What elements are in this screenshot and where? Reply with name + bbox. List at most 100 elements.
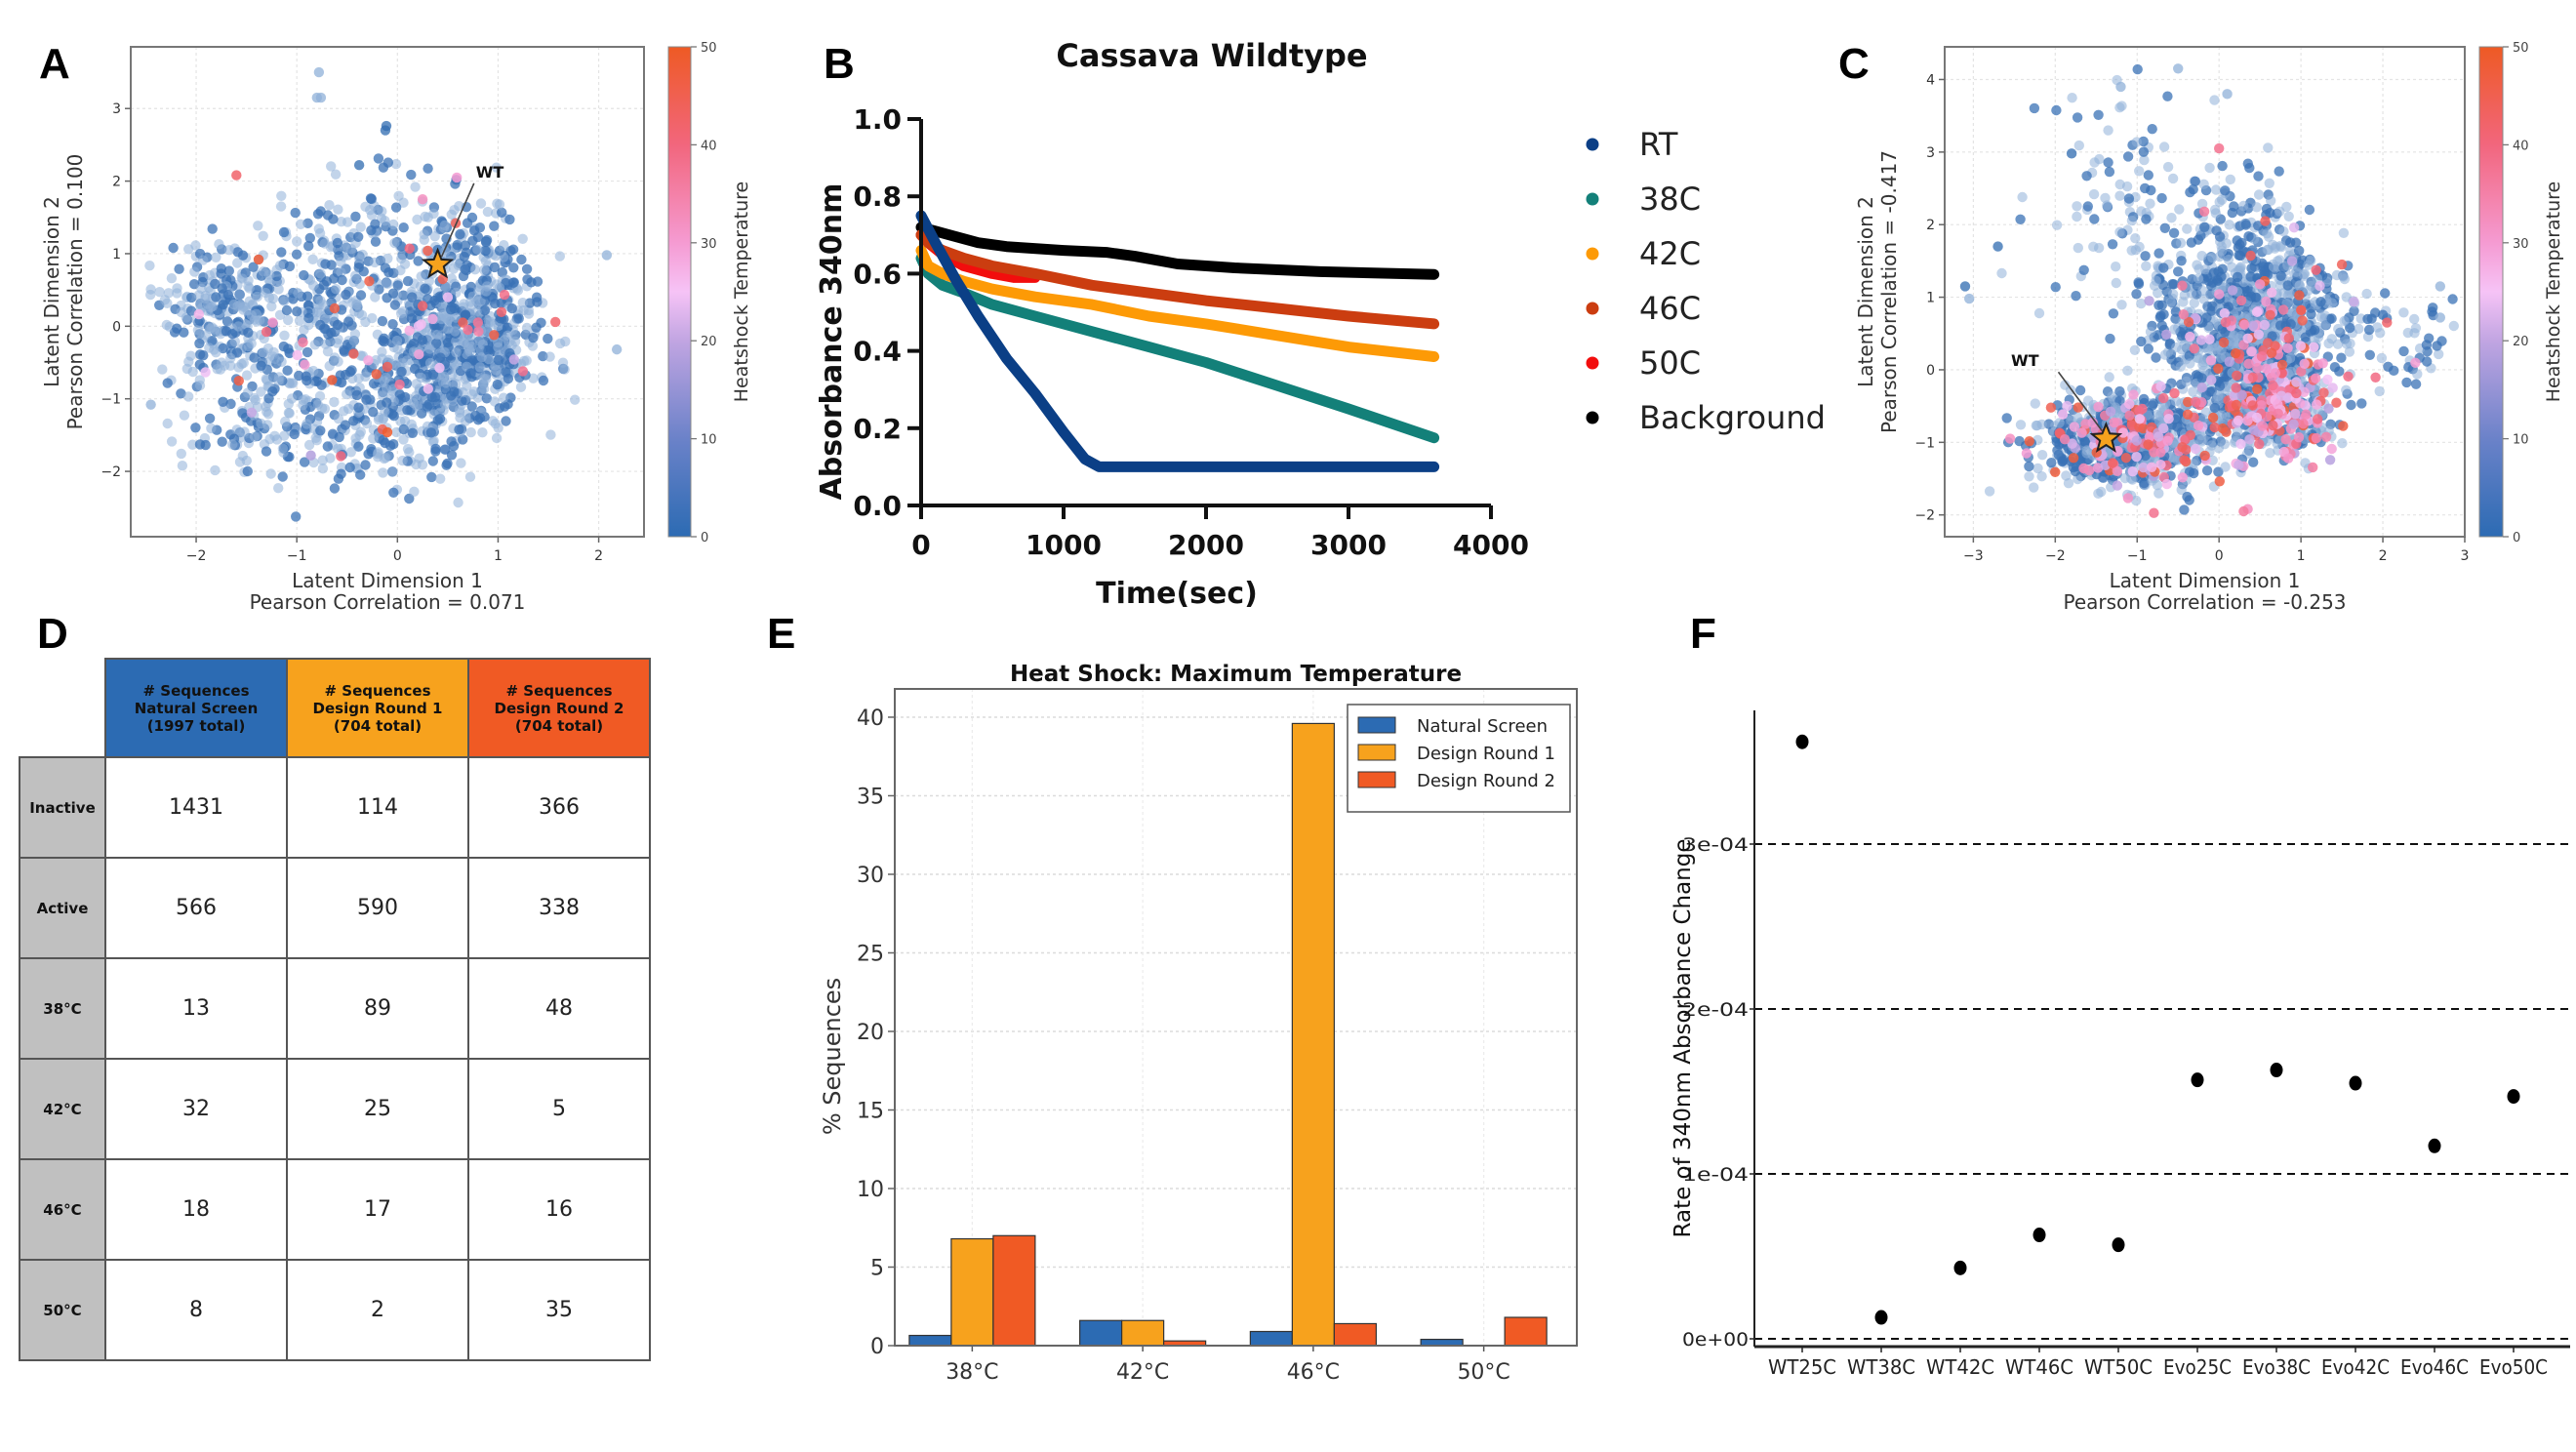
data-point bbox=[291, 249, 302, 260]
data-point bbox=[383, 267, 394, 278]
data-point bbox=[420, 283, 430, 294]
data-point bbox=[233, 362, 244, 373]
data-point bbox=[479, 304, 491, 316]
data-point bbox=[2036, 471, 2047, 482]
header-line: (1997 total) bbox=[146, 716, 246, 735]
data-point bbox=[275, 201, 287, 212]
legend-label: 50C bbox=[1639, 344, 1701, 382]
data-point-heatshock bbox=[2235, 438, 2246, 450]
data-point bbox=[192, 325, 204, 336]
data-point-heatshock bbox=[2254, 279, 2266, 290]
data-point bbox=[378, 467, 388, 478]
data-point bbox=[2274, 166, 2284, 177]
data-point bbox=[273, 483, 284, 494]
data-point-heatshock bbox=[2298, 419, 2309, 429]
table-corner bbox=[20, 659, 105, 757]
data-point bbox=[234, 300, 246, 310]
x-tick-label: 46°C bbox=[1287, 1360, 1340, 1385]
legend-label: Background bbox=[1639, 399, 1826, 436]
data-point bbox=[382, 157, 393, 168]
data-point bbox=[2209, 204, 2221, 216]
data-point bbox=[559, 364, 570, 375]
data-point bbox=[424, 343, 435, 354]
data-point-heatshock bbox=[2299, 358, 2310, 369]
data-point bbox=[2104, 166, 2115, 178]
annotation-label: WT bbox=[476, 163, 504, 182]
data-point bbox=[386, 466, 398, 477]
data-point bbox=[329, 483, 341, 494]
data-point bbox=[1795, 734, 1809, 749]
data-point bbox=[2447, 294, 2458, 304]
data-point-heatshock bbox=[2410, 357, 2421, 368]
data-point bbox=[2253, 171, 2264, 182]
data-point-heatshock bbox=[2312, 399, 2322, 410]
data-point bbox=[194, 338, 205, 349]
data-point bbox=[332, 237, 343, 249]
data-point bbox=[353, 402, 364, 413]
data-point-heatshock bbox=[2291, 377, 2302, 387]
data-point-heatshock bbox=[2238, 505, 2249, 517]
data-point bbox=[299, 457, 310, 467]
data-point-heatshock bbox=[2268, 380, 2278, 391]
colorbar-tick-label: 20 bbox=[701, 335, 717, 349]
data-point bbox=[2029, 482, 2039, 493]
x-tick-label: 2000 bbox=[1168, 529, 1244, 561]
data-point bbox=[457, 395, 467, 406]
data-point bbox=[312, 209, 324, 220]
data-point-heatshock bbox=[2286, 256, 2298, 266]
data-point bbox=[2225, 174, 2235, 185]
x-tick-label: −3 bbox=[1963, 548, 1984, 564]
data-point bbox=[2346, 399, 2356, 411]
data-point bbox=[307, 280, 319, 291]
data-point bbox=[211, 252, 221, 262]
data-point bbox=[264, 433, 275, 445]
data-point bbox=[2234, 250, 2244, 261]
colorbar-tick-label: 20 bbox=[2513, 335, 2529, 349]
data-point bbox=[472, 415, 484, 425]
data-point bbox=[467, 235, 478, 246]
data-point bbox=[522, 274, 533, 285]
data-point-heatshock bbox=[2131, 435, 2142, 446]
data-point bbox=[2104, 372, 2114, 383]
data-point bbox=[2285, 237, 2296, 248]
data-point bbox=[249, 352, 260, 363]
data-point bbox=[2105, 333, 2115, 344]
data-point bbox=[294, 370, 304, 382]
data-point-heatshock bbox=[2265, 309, 2275, 320]
data-point bbox=[232, 247, 243, 258]
data-point bbox=[391, 335, 403, 346]
data-point bbox=[456, 458, 466, 468]
data-point-heatshock bbox=[417, 194, 428, 205]
data-point bbox=[2210, 184, 2222, 195]
data-point bbox=[190, 423, 201, 433]
data-point-heatshock bbox=[2322, 374, 2333, 385]
data-point bbox=[274, 261, 286, 271]
data-point bbox=[2329, 362, 2341, 373]
data-point bbox=[2051, 220, 2063, 230]
legend-label: Design Round 1 bbox=[1417, 744, 1555, 764]
data-point bbox=[145, 284, 156, 295]
data-point bbox=[465, 281, 476, 293]
data-point bbox=[333, 204, 343, 215]
data-point bbox=[460, 263, 470, 275]
data-point-heatshock bbox=[2004, 433, 2016, 444]
legend-swatch bbox=[1357, 716, 1396, 734]
x-axis-correlation: Pearson Correlation = 0.071 bbox=[250, 590, 526, 614]
data-point-heatshock bbox=[2177, 472, 2188, 483]
table-row: 42°C 32 25 5 bbox=[19, 1058, 651, 1160]
data-point bbox=[2253, 189, 2265, 200]
data-point-heatshock bbox=[2261, 363, 2272, 374]
data-point bbox=[288, 378, 299, 388]
data-point bbox=[361, 418, 373, 429]
data-point-heatshock bbox=[2189, 343, 2199, 354]
data-point bbox=[229, 336, 240, 347]
row-label: Active bbox=[19, 857, 106, 959]
data-point bbox=[2114, 190, 2125, 201]
data-point bbox=[543, 333, 553, 344]
data-point-heatshock bbox=[2235, 295, 2247, 306]
data-point bbox=[381, 278, 392, 289]
chart-title: Heat Shock: Maximum Temperature bbox=[1010, 662, 1462, 687]
y-tick-label: 35 bbox=[857, 785, 884, 809]
y-tick-label: 1.0 bbox=[853, 103, 902, 136]
